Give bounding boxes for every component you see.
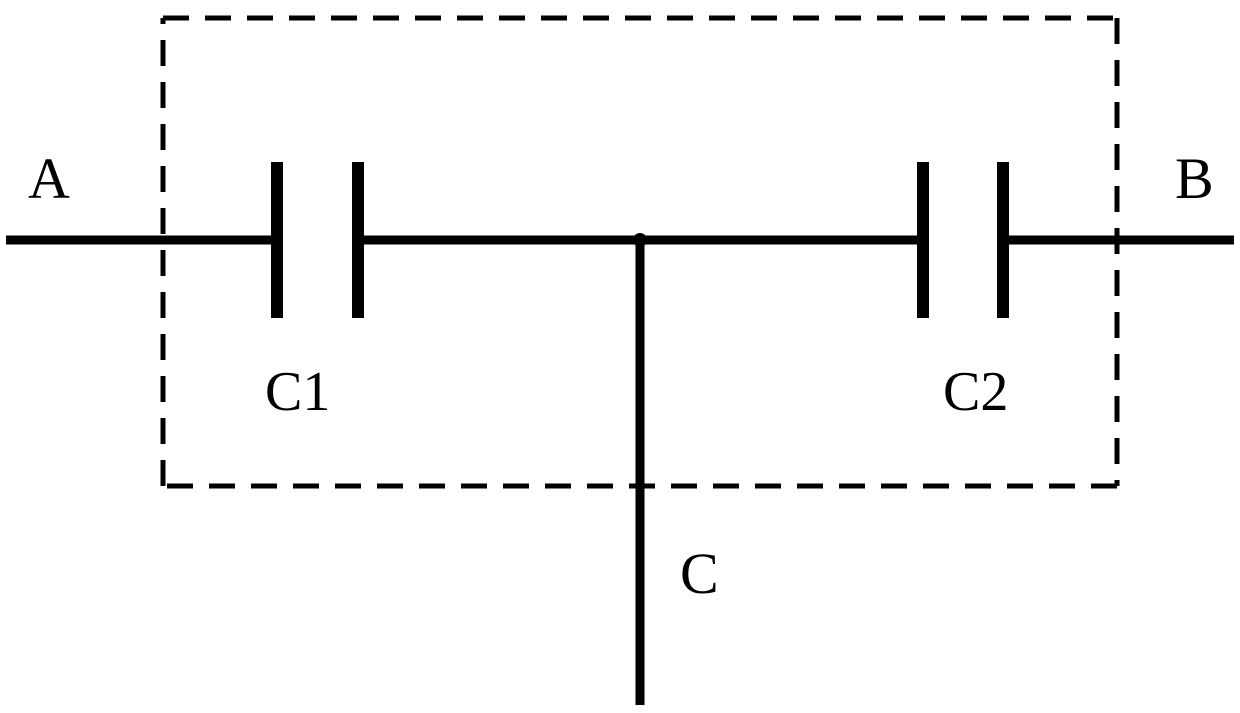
- terminal-label-b: B: [1175, 145, 1214, 212]
- capacitor-label-c2: C2: [943, 360, 1008, 424]
- capacitor-label-c1: C1: [265, 360, 330, 424]
- terminal-label-c: C: [680, 540, 719, 607]
- terminal-label-a: A: [28, 145, 70, 212]
- circuit-diagram: [0, 0, 1240, 713]
